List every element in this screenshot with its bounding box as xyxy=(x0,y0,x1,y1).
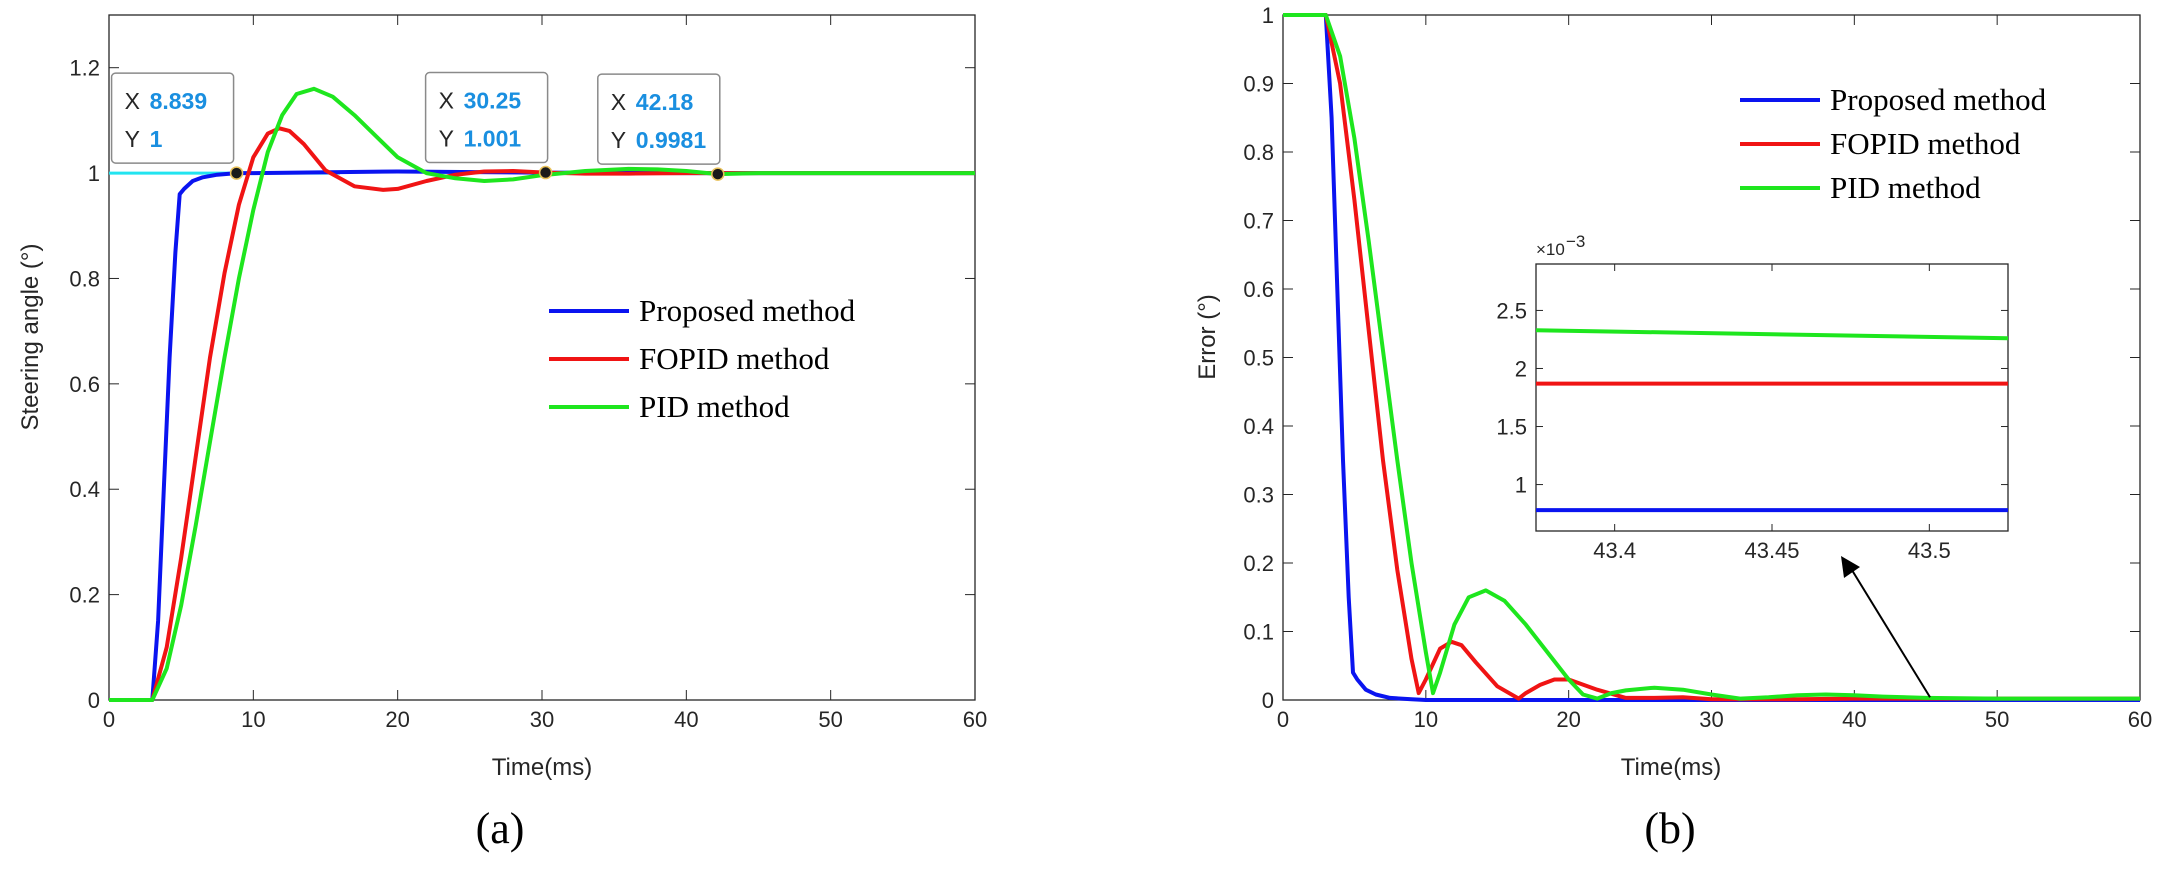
b-ytick-label: 0.2 xyxy=(1243,551,1274,576)
panel-a-xlabel: Time(ms) xyxy=(492,754,592,781)
b-xtick-label: 60 xyxy=(2128,707,2152,732)
panel-a-ylabel: Steering angle (°) xyxy=(17,243,44,430)
panel-a-caption: (a) xyxy=(476,804,525,853)
panel-b-chart: 0 10 20 30 40 50 60 0 0.1 0.2 0.3 0.4 0.5 0.6 0.7 0.8 0.… xyxy=(1243,3,2152,732)
panel-a-chart: 0 10 20 30 40 50 60 0 0.2 0.4 0.6 0.8 1 1.2 Proposed m… xyxy=(69,14,987,732)
a-datatip-y-key: Y xyxy=(439,126,454,152)
b-inset-series-line xyxy=(1535,328,2009,341)
b-ytick-label: 0.3 xyxy=(1243,483,1274,508)
a-datatip-x-value: 42.18 xyxy=(636,89,694,115)
a-datatip-x-key: X xyxy=(125,88,140,114)
a-datatip-y-key: Y xyxy=(611,127,626,153)
a-datatip-x-value: 8.839 xyxy=(150,88,208,114)
a-datatip-marker xyxy=(229,166,244,180)
b-ytick-label: 0.8 xyxy=(1243,140,1274,165)
b-ytick-label: 0.6 xyxy=(1243,277,1274,302)
a-ytick-label: 1 xyxy=(88,161,100,186)
b-inset-box xyxy=(1535,263,2009,532)
a-legend-label: FOPID method xyxy=(639,341,830,376)
b-legend-label: FOPID method xyxy=(1830,126,2021,161)
b-inset-ytick-label: 1.5 xyxy=(1496,415,1527,440)
b-inset-ytick-label: 2 xyxy=(1515,356,1527,381)
a-xtick-label: 10 xyxy=(241,707,265,732)
panel-b-caption: (b) xyxy=(1644,804,1695,853)
a-legend-label: PID method xyxy=(639,389,790,424)
b-xtick-label: 50 xyxy=(1985,707,2009,732)
a-datatip-y-value: 0.9981 xyxy=(636,127,707,153)
a-xtick-label: 30 xyxy=(530,707,554,732)
panel-b-xlabel: Time(ms) xyxy=(1621,754,1721,781)
b-inset-ytick-label: 2.5 xyxy=(1496,298,1527,323)
b-xtick-label: 40 xyxy=(1842,707,1866,732)
b-legend-label: PID method xyxy=(1830,170,1981,205)
a-xtick-label: 60 xyxy=(963,707,987,732)
a-ytick-label: 0.6 xyxy=(69,372,100,397)
b-inset-xtick-label: 43.4 xyxy=(1593,538,1636,563)
b-legend-label: Proposed method xyxy=(1830,82,2047,117)
b-inset-arrow-head xyxy=(1841,556,1860,578)
b-ytick-label: 1 xyxy=(1262,3,1274,28)
b-inset-multiplier-exponent: −3 xyxy=(1566,232,1585,251)
b-inset-ytick-label: 1 xyxy=(1515,473,1527,498)
b-ytick-label: 0.9 xyxy=(1243,72,1274,97)
a-xtick-label: 20 xyxy=(385,707,409,732)
a-datatip-x-key: X xyxy=(439,88,454,114)
panel-b-ylabel: Error (°) xyxy=(1194,294,1221,380)
a-datatip-box xyxy=(597,73,721,165)
a-datatip-y-key: Y xyxy=(125,126,140,152)
a-datatip-x-value: 30.25 xyxy=(464,88,522,114)
b-series-line xyxy=(1283,13,2140,702)
b-inset-xtick-label: 43.45 xyxy=(1744,538,1799,563)
a-datatip-box xyxy=(110,72,235,164)
a-series-line xyxy=(109,86,975,702)
a-datatip-y-value: 1.001 xyxy=(464,126,522,152)
a-ytick-label: 1.2 xyxy=(69,56,100,81)
b-inset-xtick-label: 43.5 xyxy=(1908,538,1951,563)
a-ytick-label: 0.4 xyxy=(69,477,100,502)
b-ytick-label: 0.1 xyxy=(1243,620,1274,645)
b-ytick-label: 0.4 xyxy=(1243,414,1274,439)
b-ytick-label: 0.5 xyxy=(1243,346,1274,371)
a-datatip-y-value: 1 xyxy=(150,126,163,152)
b-inset-multiplier-base: ×10 xyxy=(1536,240,1565,259)
a-xtick-label: 40 xyxy=(674,707,698,732)
b-ytick-label: 0.7 xyxy=(1243,209,1274,234)
a-datatip-box xyxy=(424,71,549,164)
a-ytick-label: 0.2 xyxy=(69,583,100,608)
b-xtick-label: 10 xyxy=(1414,707,1438,732)
b-series-line xyxy=(1283,13,2140,701)
b-xtick-label: 20 xyxy=(1556,707,1580,732)
b-xtick-label: 0 xyxy=(1277,707,1289,732)
a-datatip-x-key: X xyxy=(611,89,626,115)
a-ytick-label: 0.8 xyxy=(69,266,100,291)
a-xtick-label: 0 xyxy=(103,707,115,732)
a-datatip-marker xyxy=(711,167,725,181)
a-datatip-marker xyxy=(538,165,553,180)
a-ytick-label: 0 xyxy=(88,688,100,713)
a-xtick-label: 50 xyxy=(818,707,842,732)
b-xtick-label: 30 xyxy=(1699,707,1723,732)
b-inset-arrow-line xyxy=(1846,561,1931,698)
a-legend-label: Proposed method xyxy=(639,293,856,328)
b-ytick-label: 0 xyxy=(1262,688,1274,713)
